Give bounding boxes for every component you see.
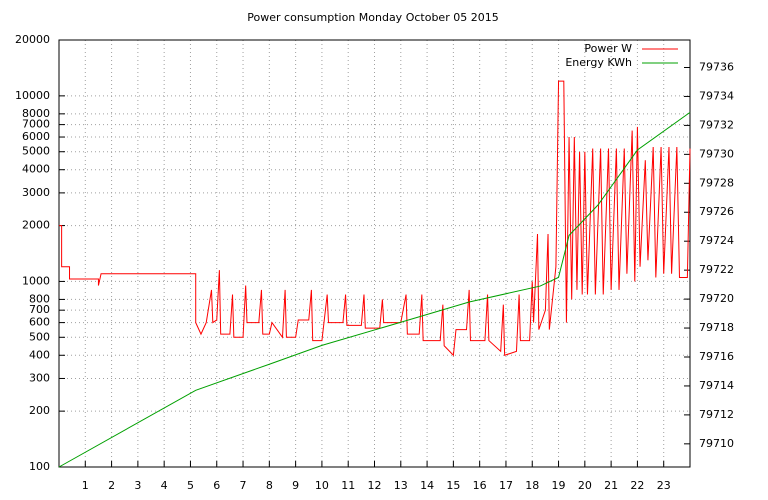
y-tick-label: 600 (29, 316, 50, 329)
y-tick-label: 8000 (22, 107, 50, 120)
chart-title: Power consumption Monday October 05 2015 (247, 11, 498, 24)
x-tick-label: 5 (187, 479, 194, 492)
x-tick-label: 22 (630, 479, 644, 492)
y2-tick-label: 79714 (699, 379, 734, 392)
x-tick-label: 20 (578, 479, 592, 492)
x-tick-label: 13 (394, 479, 408, 492)
plot-border (58, 39, 691, 468)
data-line (59, 80, 691, 357)
x-tick-label: 3 (134, 479, 141, 492)
legend-label: Energy KWh (565, 56, 632, 69)
y2-tick-label: 79732 (699, 118, 734, 131)
y-tick-label: 5000 (22, 145, 50, 158)
x-tick-label: 1 (82, 479, 89, 492)
y2-tick-label: 79710 (699, 437, 734, 450)
y2-tick-label: 79720 (699, 292, 734, 305)
x-tick-label: 7 (240, 479, 247, 492)
y2-tick-label: 79716 (699, 350, 734, 363)
x-tick-label: 17 (499, 479, 513, 492)
y-tick-label: 4000 (22, 163, 50, 176)
y-tick-label: 6000 (22, 130, 50, 143)
y-tick-label: 300 (29, 371, 50, 384)
y2-tick-label: 79712 (699, 408, 734, 421)
y2-tick-label: 79734 (699, 89, 734, 102)
x-tick-label: 10 (315, 479, 329, 492)
y-tick-label: 100 (29, 460, 50, 473)
x-tick-label: 15 (446, 479, 460, 492)
y-tick-label: 20000 (15, 33, 50, 46)
x-tick-label: 14 (420, 479, 434, 492)
y2-tick-label: 79722 (699, 263, 734, 276)
x-tick-label: 21 (604, 479, 618, 492)
y-tick-label: 2000 (22, 219, 50, 232)
y-tick-label: 1000 (22, 274, 50, 287)
y-tick-label: 7000 (22, 118, 50, 131)
x-tick-label: 2 (108, 479, 115, 492)
data-line (58, 111, 691, 468)
y-tick-label: 200 (29, 404, 50, 417)
x-tick-label: 16 (473, 479, 487, 492)
y2-tick-label: 79730 (699, 147, 734, 160)
x-tick-label: 4 (161, 479, 168, 492)
y-tick-label: 500 (29, 330, 50, 343)
x-tick-label: 8 (266, 479, 273, 492)
y2-tick-label: 79726 (699, 205, 734, 218)
y-tick-label: 700 (29, 303, 50, 316)
x-tick-label: 6 (213, 479, 220, 492)
y2-tick-label: 79728 (699, 176, 734, 189)
y2-tick-label: 79736 (699, 61, 734, 74)
y-tick-label: 800 (29, 292, 50, 305)
y-tick-label: 400 (29, 348, 50, 361)
x-tick-label: 18 (525, 479, 539, 492)
x-tick-label: 19 (552, 479, 566, 492)
legend-label: Power W (584, 42, 632, 55)
y2-tick-label: 79724 (699, 234, 734, 247)
x-tick-label: 23 (657, 479, 671, 492)
x-tick-label: 12 (368, 479, 382, 492)
y-tick-label: 10000 (15, 89, 50, 102)
x-tick-label: 11 (341, 479, 355, 492)
y2-tick-label: 79718 (699, 321, 734, 334)
x-tick-label: 9 (292, 479, 299, 492)
y-tick-label: 3000 (22, 186, 50, 199)
